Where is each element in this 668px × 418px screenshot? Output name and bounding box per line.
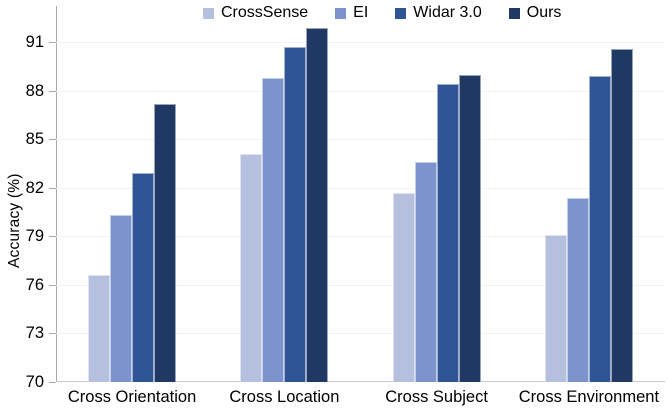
legend: CrossSense EI Widar 3.0 Ours bbox=[203, 5, 561, 21]
legend-label: CrossSense bbox=[221, 4, 309, 21]
x-category-label-cross-subject: Cross Subject bbox=[385, 388, 488, 406]
gridline bbox=[56, 42, 665, 44]
bar-ours-cross-orientation bbox=[154, 103, 177, 382]
x-axis-line bbox=[56, 381, 665, 382]
plot-area bbox=[49, 0, 665, 383]
gridline bbox=[56, 236, 665, 238]
legend-marker-icon bbox=[395, 7, 407, 19]
bar-crosssense-cross-subject bbox=[392, 192, 415, 382]
legend-marker-icon bbox=[335, 7, 347, 19]
y-tick-mark bbox=[49, 187, 56, 189]
x-category-label-cross-orientation: Cross Orientation bbox=[67, 388, 197, 406]
y-tick-label: 88 bbox=[25, 81, 44, 100]
y-tick-mark bbox=[49, 284, 56, 286]
legend-label: EI bbox=[353, 4, 369, 21]
bar-ei-cross-subject bbox=[414, 161, 437, 382]
y-tick-label: 85 bbox=[25, 130, 44, 149]
y-tick-label: 70 bbox=[25, 373, 44, 391]
legend-label: Ours bbox=[526, 4, 562, 21]
bar-widar-3-0-cross-location bbox=[284, 46, 307, 382]
x-category-label-cross-environment: Cross Environment bbox=[518, 388, 660, 406]
y-tick-label: 79 bbox=[25, 227, 44, 246]
y-tick-label: 82 bbox=[25, 178, 44, 197]
bar-ei-cross-environment bbox=[566, 197, 589, 382]
bar-ours-cross-environment bbox=[610, 48, 633, 382]
bar-ei-cross-location bbox=[262, 77, 285, 382]
bar-crosssense-cross-orientation bbox=[88, 275, 111, 382]
bar-crosssense-cross-environment bbox=[544, 234, 567, 382]
bar-widar-3-0-cross-orientation bbox=[132, 173, 155, 382]
y-tick-mark bbox=[49, 236, 56, 238]
legend-marker-icon bbox=[203, 7, 214, 19]
y-tick-mark bbox=[49, 333, 56, 335]
gridline bbox=[56, 90, 665, 92]
y-tick-mark bbox=[49, 139, 56, 141]
y-axis-title: Accuracy (%) bbox=[6, 173, 23, 269]
y-tick-mark bbox=[49, 90, 56, 92]
gridline bbox=[56, 333, 665, 335]
y-tick-label: 73 bbox=[25, 324, 44, 343]
legend-marker-icon bbox=[508, 7, 520, 19]
gridline bbox=[56, 139, 665, 141]
legend-item-ours: Ours bbox=[508, 4, 562, 21]
y-axis-line bbox=[56, 6, 57, 382]
bar-widar-3-0-cross-environment bbox=[588, 76, 611, 382]
y-tick-label: 76 bbox=[25, 275, 44, 294]
y-tick-label: 91 bbox=[25, 33, 44, 52]
legend-label: Widar 3.0 bbox=[413, 4, 482, 21]
gridline bbox=[56, 187, 665, 189]
y-tick-mark bbox=[49, 382, 56, 383]
legend-item-widar-3-0: Widar 3.0 bbox=[395, 4, 482, 21]
gridline bbox=[56, 284, 665, 286]
bar-ours-cross-location bbox=[306, 27, 329, 382]
x-category-label-cross-location: Cross Location bbox=[229, 388, 340, 406]
legend-item-crosssense: CrossSense bbox=[203, 5, 308, 21]
bar-crosssense-cross-location bbox=[240, 153, 263, 382]
y-tick-mark bbox=[49, 42, 56, 44]
bar-ei-cross-orientation bbox=[110, 215, 133, 382]
bar-widar-3-0-cross-subject bbox=[436, 84, 459, 382]
bar-ours-cross-subject bbox=[458, 74, 481, 382]
legend-item-ei: EI bbox=[335, 5, 368, 21]
